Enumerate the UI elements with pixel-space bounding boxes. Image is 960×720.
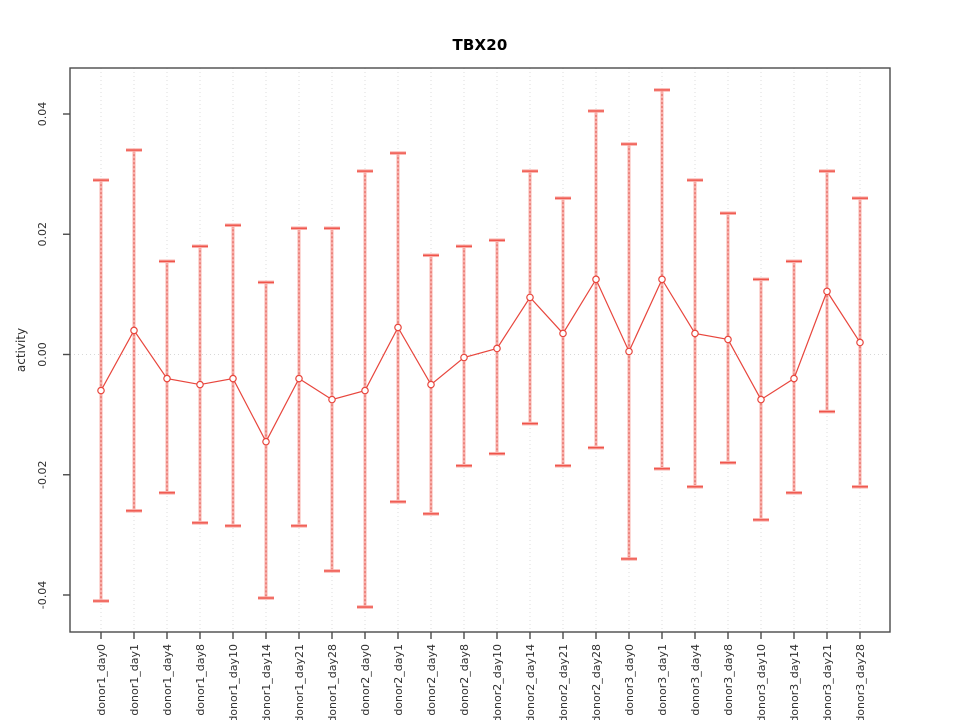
x-tick-label: donor2_day8 bbox=[458, 644, 471, 716]
data-point-marker bbox=[97, 386, 105, 395]
plot-frame bbox=[69, 67, 891, 633]
data-point-marker bbox=[163, 374, 171, 383]
data-point-marker bbox=[130, 326, 138, 335]
data-point-marker bbox=[790, 374, 798, 383]
data-point-marker bbox=[328, 395, 336, 404]
data-point-marker bbox=[625, 347, 633, 356]
x-tick-label: donor2_day10 bbox=[491, 644, 504, 720]
y-tick-label: -0.02 bbox=[36, 461, 49, 489]
x-tick-label: donor3_day8 bbox=[722, 644, 735, 716]
data-point-marker bbox=[526, 293, 534, 302]
x-tick-label: donor1_day10 bbox=[227, 644, 240, 720]
data-point-marker bbox=[757, 395, 765, 404]
x-tick-label: donor1_day21 bbox=[293, 644, 306, 720]
data-point-marker bbox=[823, 287, 831, 296]
data-point-marker bbox=[559, 329, 567, 338]
x-tick-label: donor3_day1 bbox=[656, 644, 669, 716]
data-point-marker bbox=[229, 374, 237, 383]
x-tick-label: donor1_day0 bbox=[95, 644, 108, 716]
x-tick-label: donor3_day28 bbox=[854, 644, 867, 720]
x-tick-label: donor1_day14 bbox=[260, 644, 273, 720]
chart-title: TBX20 bbox=[452, 36, 508, 54]
data-point-marker bbox=[658, 275, 666, 284]
x-tick-label: donor3_day4 bbox=[689, 644, 702, 716]
data-point-marker bbox=[262, 437, 270, 446]
data-point-marker bbox=[196, 380, 204, 389]
x-tick-label: donor1_day1 bbox=[128, 644, 141, 716]
x-tick-label: donor3_day21 bbox=[821, 644, 834, 720]
x-tick-label: donor3_day10 bbox=[755, 644, 768, 720]
x-tick-label: donor1_day8 bbox=[194, 644, 207, 716]
data-points bbox=[97, 275, 864, 446]
data-point-marker bbox=[724, 335, 732, 344]
y-tick-label: 0.04 bbox=[36, 102, 49, 127]
x-tick-label: donor2_day4 bbox=[425, 644, 438, 716]
y-axis: 0.04 0.02 0.00 -0.02 -0.04 bbox=[36, 102, 70, 609]
x-tick-label: donor1_day28 bbox=[326, 644, 339, 720]
x-tick-label: donor2_day28 bbox=[590, 644, 603, 720]
data-point-marker bbox=[394, 323, 402, 332]
data-point-marker bbox=[361, 386, 369, 395]
x-tick-label: donor3_day0 bbox=[623, 644, 636, 716]
x-tick-label: donor2_day14 bbox=[524, 644, 537, 720]
x-axis: donor1_day0 donor1_day1 donor1_day4 donor1_… bbox=[95, 632, 867, 720]
data-point-marker bbox=[592, 275, 600, 284]
y-tick-label: 0.02 bbox=[36, 222, 49, 247]
data-point-marker bbox=[460, 353, 468, 362]
x-tick-label: donor2_day0 bbox=[359, 644, 372, 716]
gridlines bbox=[100, 68, 861, 632]
x-tick-label: donor3_day14 bbox=[788, 644, 801, 720]
data-point-marker bbox=[427, 380, 435, 389]
x-tick-label: donor1_day4 bbox=[161, 644, 174, 716]
series-line bbox=[100, 278, 861, 443]
data-point-marker bbox=[493, 344, 501, 353]
data-point-marker bbox=[295, 374, 303, 383]
data-point-marker bbox=[856, 338, 864, 347]
data-point-marker bbox=[691, 329, 699, 338]
error-bars bbox=[93, 88, 868, 609]
x-tick-label: donor2_day21 bbox=[557, 644, 570, 720]
y-tick-label: -0.04 bbox=[36, 581, 49, 609]
y-tick-label: 0.00 bbox=[36, 342, 49, 367]
x-tick-label: donor2_day1 bbox=[392, 644, 405, 716]
